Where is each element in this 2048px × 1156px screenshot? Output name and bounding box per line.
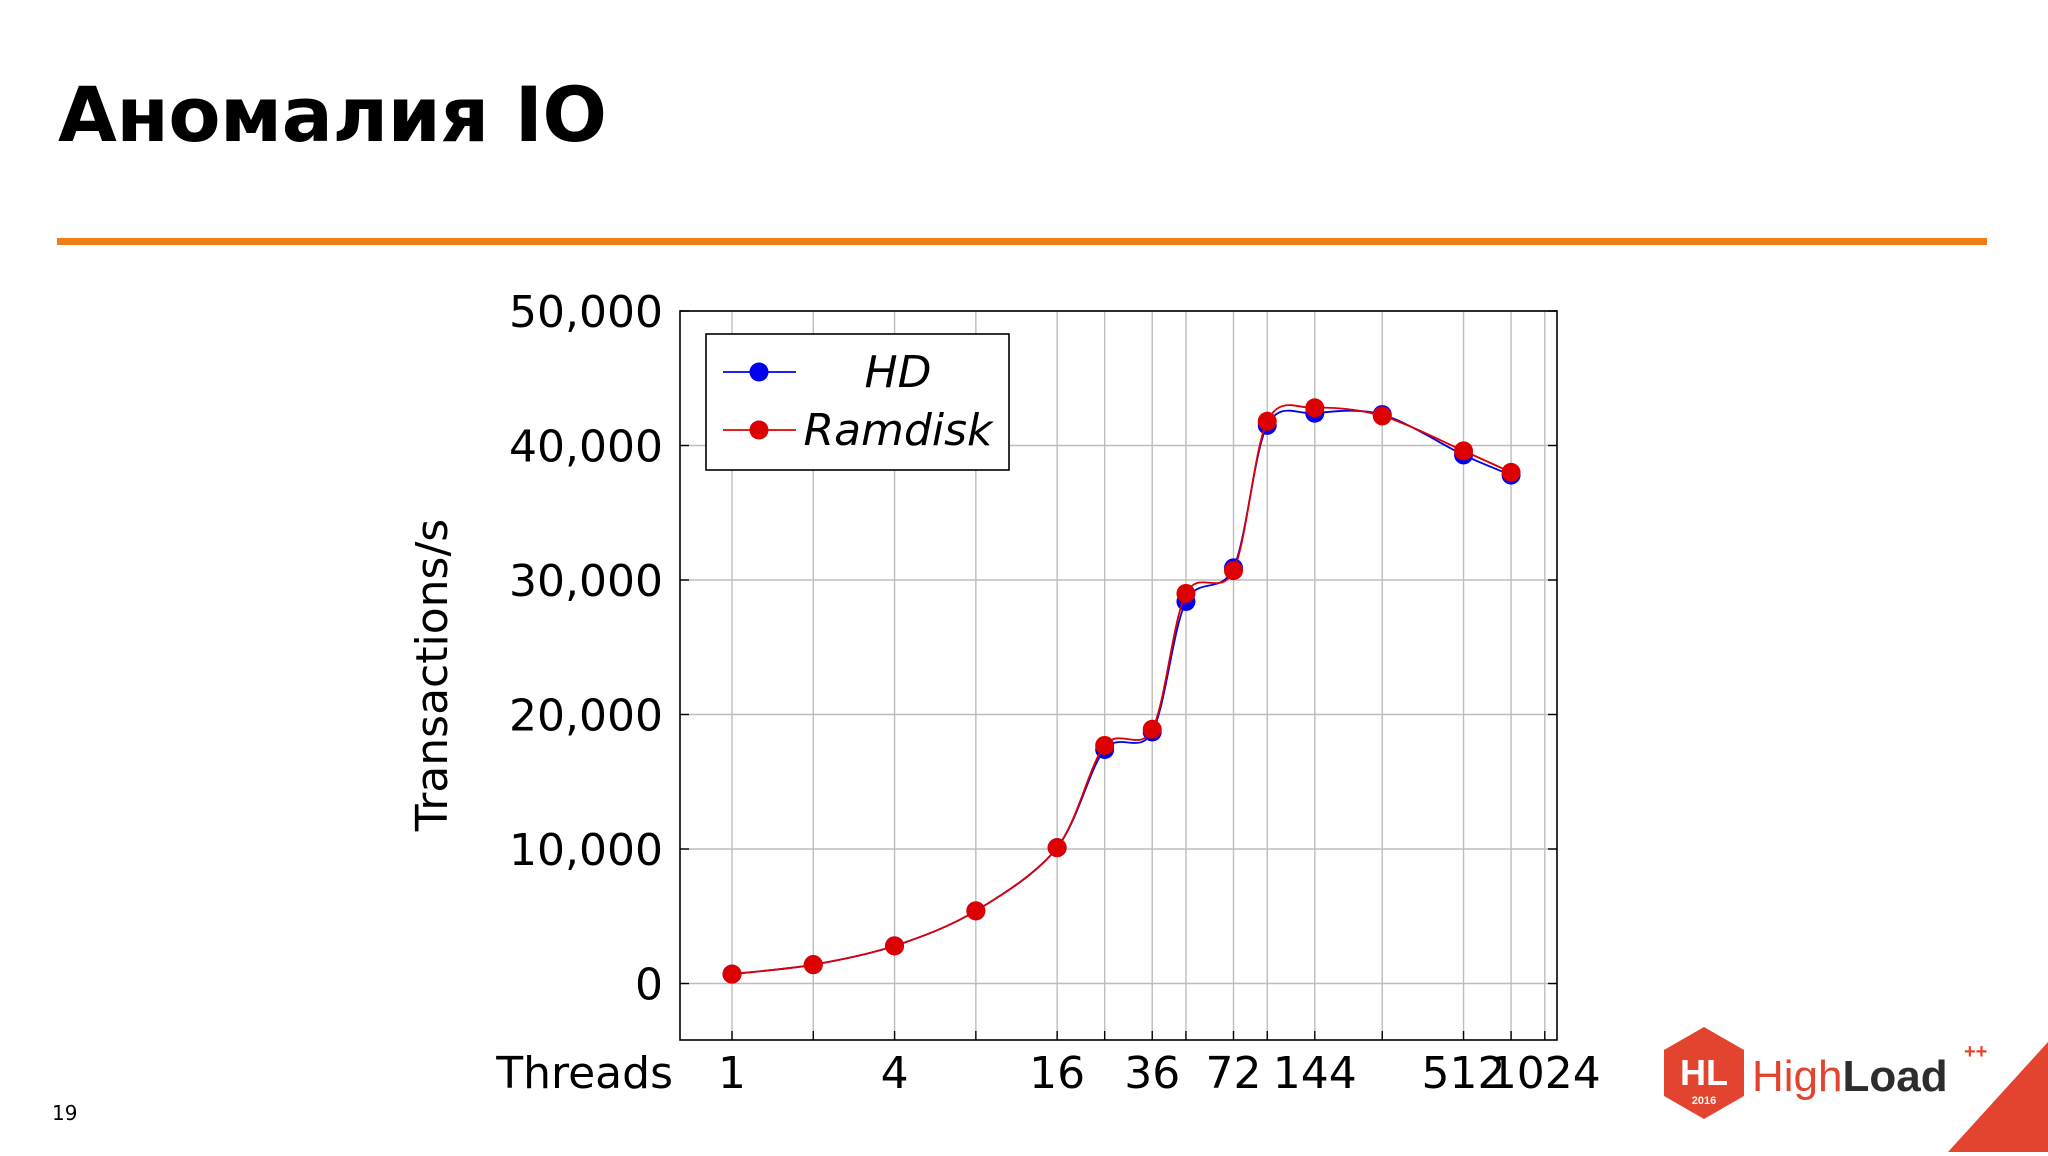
logo-badge-hexagon [1664,1027,1744,1119]
data-point-ramdisk [1142,719,1162,739]
data-point-ramdisk [1372,406,1392,426]
x-tick-label: 16 [1029,1048,1085,1099]
data-point-ramdisk [1047,838,1067,858]
legend-box [705,333,1010,471]
logo-word-high: High [1752,1052,1843,1101]
y-tick-label: 10,000 [509,825,663,876]
page-number: 19 [52,1101,78,1125]
legend-label-ramdisk: Ramdisk [804,405,994,456]
data-point-ramdisk [1454,441,1474,461]
data-point-ramdisk [1224,561,1244,581]
y-tick-label: 30,000 [509,556,663,607]
x-tick-label: 72 [1206,1048,1262,1099]
x-tick-label: 512 [1422,1048,1506,1099]
x-tick-label: 4 [881,1048,909,1099]
svg-text:HighLoad: HighLoad [1752,1052,1948,1101]
logo-badge-year: 2016 [1692,1095,1716,1107]
data-point-ramdisk [1095,735,1115,755]
data-point-ramdisk [966,901,986,921]
y-tick-label: 40,000 [509,422,663,473]
data-point-ramdisk [722,964,742,984]
corner-accent [1948,1042,2048,1152]
y-axis-label: Transactions/s [407,519,458,832]
x-axis-label: Threads [495,1048,673,1099]
legend-label-hd: HD [865,347,932,398]
x-tick-label: 1 [718,1048,746,1099]
data-point-ramdisk [1501,462,1521,482]
data-point-ramdisk [1176,583,1196,603]
slide-title: Аномалия IO [58,70,607,159]
highload-logo: HL 2016 HighLoad ++ [1648,1024,2048,1152]
data-point-ramdisk [1305,398,1325,418]
y-tick-label: 50,000 [509,287,663,338]
data-point-ramdisk [885,936,905,956]
y-tick-label: 0 [635,960,663,1011]
title-divider [57,238,1987,245]
legend-marker-ramdisk [749,420,769,440]
plot-frame [679,310,1558,1041]
x-tick-label: 1024 [1489,1048,1601,1099]
legend-marker-hd [749,362,769,382]
data-point-ramdisk [1257,411,1277,431]
logo-badge-text: HL [1680,1052,1728,1093]
data-point-ramdisk [803,955,823,975]
logo-superscript: ++ [1964,1041,1987,1063]
y-tick-label: 20,000 [509,691,663,742]
series-line-hd [731,409,1512,975]
x-tick-label: 144 [1273,1048,1357,1099]
series-line-ramdisk [731,404,1512,975]
logo-word-load: Load [1843,1052,1948,1101]
x-tick-label: 36 [1124,1048,1180,1099]
